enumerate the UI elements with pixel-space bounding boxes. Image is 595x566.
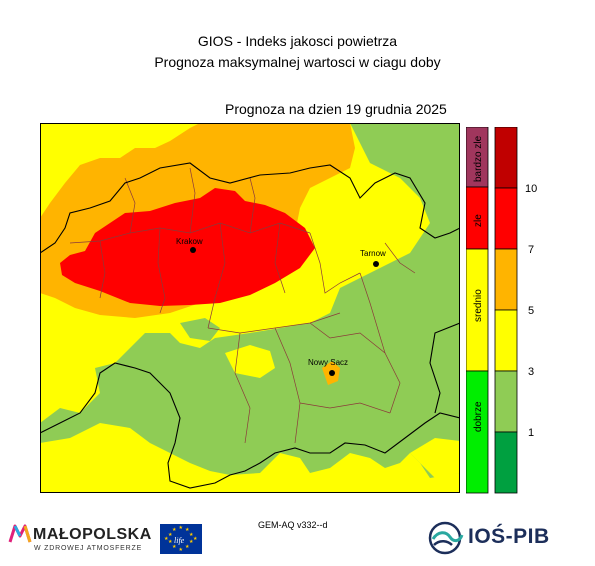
zone-green-patch [180, 318, 220, 341]
city-label-tarnow: Tarnow [360, 249, 386, 258]
legend-level-6 [494, 127, 518, 189]
legend-cat-dobrze [466, 370, 489, 494]
svg-text:★: ★ [172, 544, 177, 550]
svg-text:★: ★ [193, 536, 198, 542]
color-legend: bardzo zle zle srednio dobrze 10 7 5 3 1 [466, 127, 537, 494]
legend-cat-label-dobrze: dobrze [473, 401, 484, 432]
zone-yellow-tarnow [355, 181, 412, 248]
legend-tick-1: 1 [528, 427, 534, 439]
legend-level-1 [494, 431, 518, 494]
svg-text:★: ★ [168, 532, 173, 538]
legend-cat-label-bardzo-zle: bardzo zle [473, 135, 484, 182]
legend-tick-7: 7 [528, 244, 534, 256]
legend-tick-10: 10 [525, 183, 537, 195]
county-borders [69, 167, 416, 444]
forecast-map: Krakow Tarnow Nowy Sacz [40, 123, 460, 493]
voivodeship-border [40, 362, 460, 489]
legend-level-2 [494, 370, 518, 433]
map-title: GIOS - Indeks jakosci powietrza [197, 33, 398, 49]
malopolska-logo-icon [8, 524, 32, 543]
zone-red [60, 188, 315, 306]
malopolska-tagline: W ZDROWEJ ATMOSFERZE [34, 545, 143, 552]
svg-text:★: ★ [168, 539, 173, 545]
city-label-krakow: Krakow [176, 237, 203, 246]
eu-life-text: life [174, 536, 185, 545]
svg-text:★: ★ [179, 525, 184, 531]
svg-text:★: ★ [189, 532, 194, 538]
city-marker-tarnow [373, 261, 379, 267]
svg-text:★: ★ [185, 544, 190, 550]
zone-yellow-east [410, 438, 460, 478]
ios-pib-wordmark: IOŚ-PIB [468, 525, 550, 548]
svg-text:★: ★ [179, 547, 184, 553]
svg-text:★: ★ [189, 539, 194, 545]
legend-tick-3: 3 [528, 366, 534, 378]
malopolska-wordmark: MAŁOPOLSKA [33, 526, 152, 543]
voivodeship-border-north [40, 162, 460, 254]
legend-level-4 [494, 248, 518, 311]
svg-text:★: ★ [185, 527, 190, 533]
model-version: GEM-AQ v332--d [258, 520, 328, 530]
map-frame [40, 123, 460, 493]
forecast-date: Prognoza na dzien 19 grudnia 2025 [225, 101, 447, 117]
eu-life-logo-icon: ★ ★★ ★★★ ★★★ ★★ ★ life [160, 524, 202, 554]
legend-tick-5: 5 [528, 305, 534, 317]
svg-text:★: ★ [164, 536, 169, 542]
svg-text:★: ★ [172, 527, 177, 533]
city-marker-krakow [190, 247, 196, 253]
legend-cat-label-zle: zle [473, 214, 484, 227]
zone-yellow-south [40, 423, 460, 493]
legend-level-3 [494, 309, 518, 372]
city-label-nowy-sacz: Nowy Sacz [308, 358, 348, 367]
legend-cat-label-srednio: srednio [473, 289, 484, 322]
map-subtitle: Prognoza maksymalnej wartosci w ciagu do… [154, 54, 441, 70]
ios-pib-logo-icon [428, 521, 464, 555]
city-marker-nowy-sacz [329, 370, 335, 376]
legend-level-5 [494, 187, 518, 250]
voivodeship-border-east [429, 322, 460, 414]
